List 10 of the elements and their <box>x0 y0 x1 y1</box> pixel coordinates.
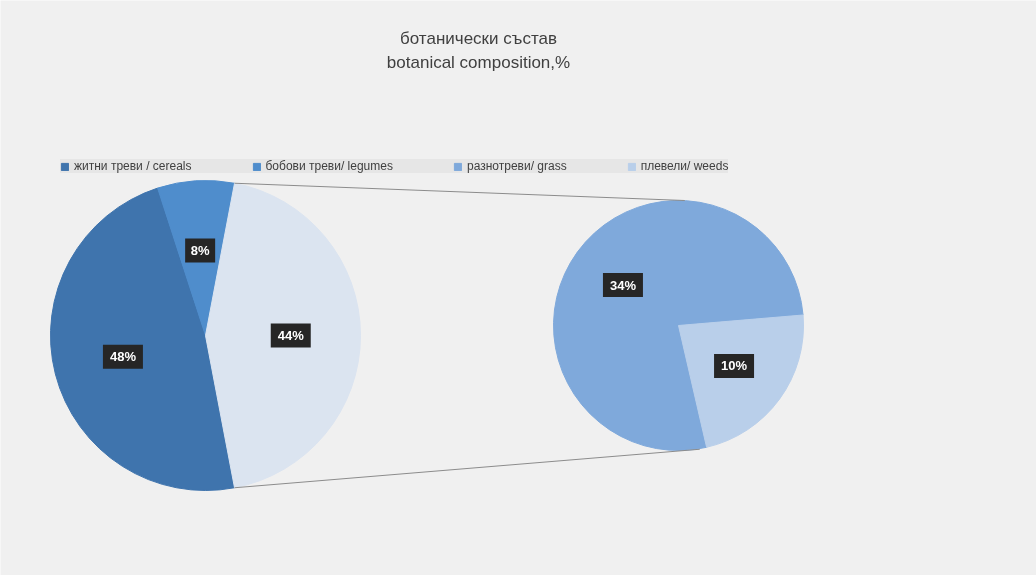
data-label: 44% <box>277 328 305 343</box>
data-label: 48% <box>109 349 137 365</box>
data-label: 10% <box>721 358 748 374</box>
chart-title: ботанически състав botanical composition,% <box>386 29 571 72</box>
legend-label: бобови треви/ legumes <box>265 159 393 173</box>
data-label: 8% <box>190 242 210 258</box>
legend-label: разнотреви/ grass <box>466 159 567 173</box>
data-label: 34% <box>609 277 637 293</box>
legend-label: плевели/ weeds <box>640 159 729 173</box>
legend-label: житни треви / cereals <box>74 159 192 173</box>
